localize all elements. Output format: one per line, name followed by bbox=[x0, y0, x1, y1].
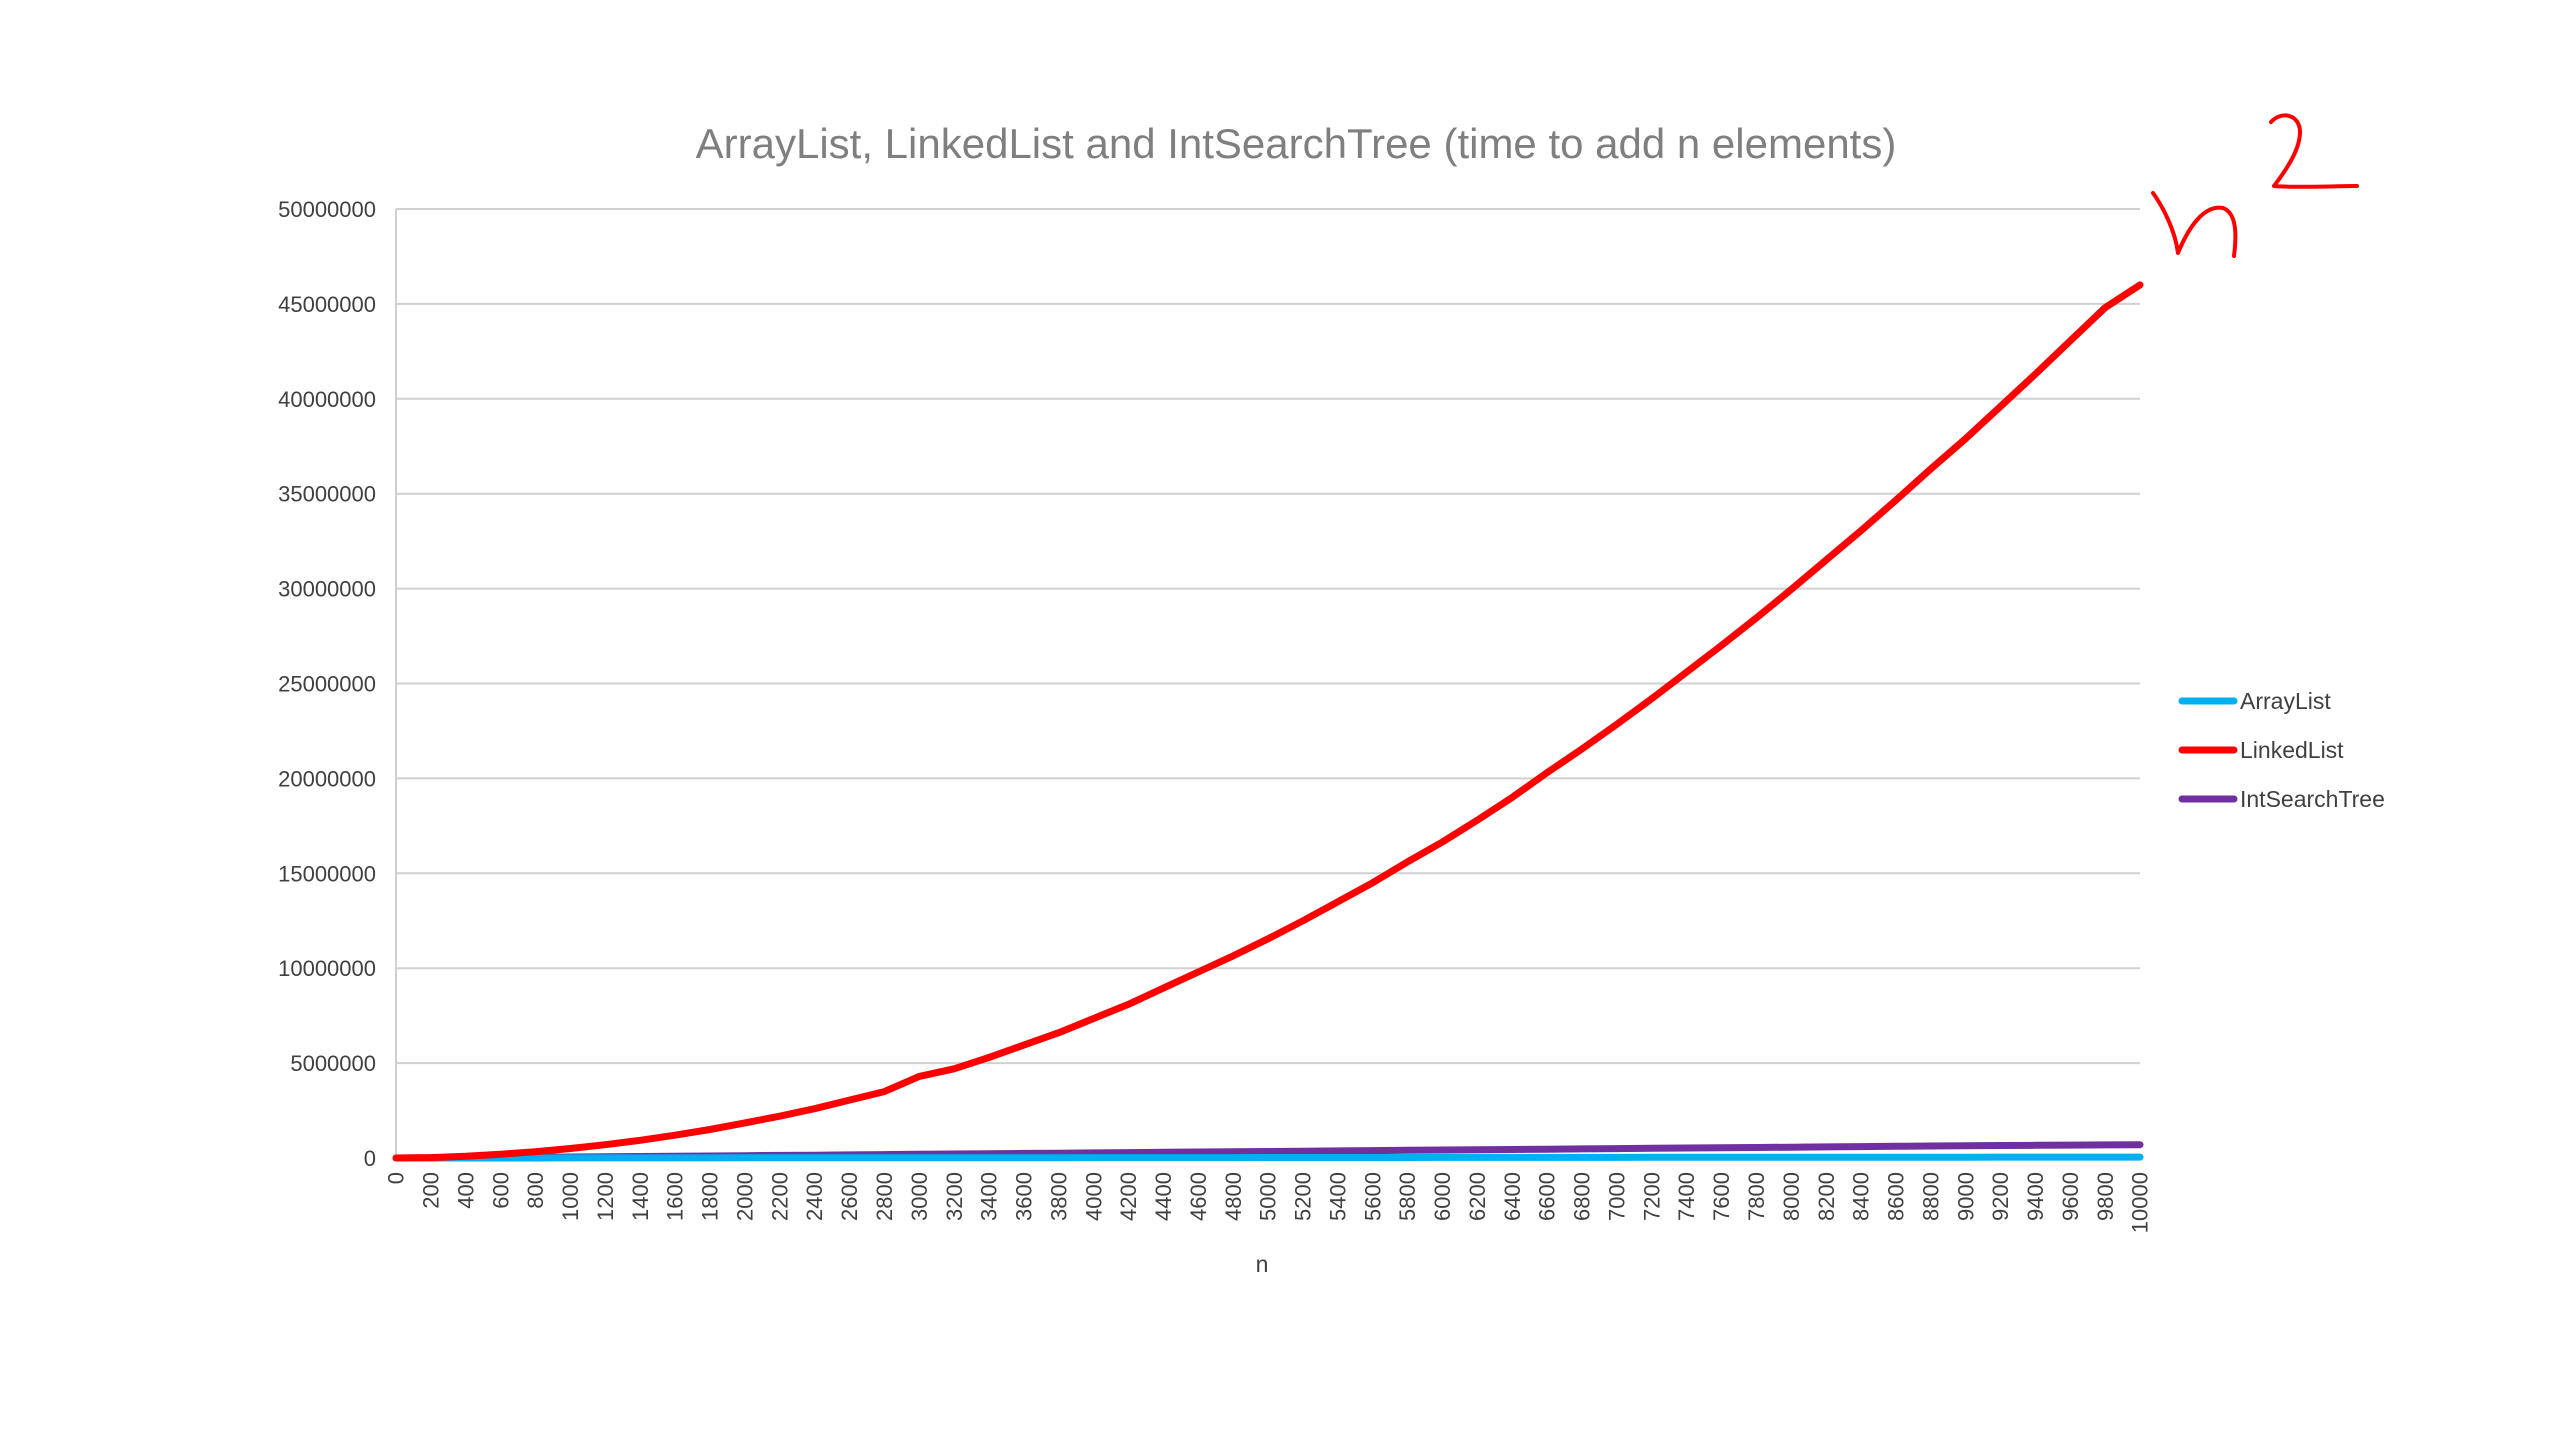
legend: ArrayList LinkedList IntSearchTree bbox=[2178, 688, 2385, 812]
x-tick-label: 2000 bbox=[732, 1172, 757, 1221]
x-tick-label: 4400 bbox=[1151, 1172, 1176, 1221]
x-tick-label: 7200 bbox=[1639, 1172, 1664, 1221]
x-tick-label: 7600 bbox=[1709, 1172, 1734, 1221]
x-tick-label: 1600 bbox=[663, 1172, 688, 1221]
x-tick-label: 6400 bbox=[1500, 1172, 1525, 1221]
x-tick-label: 7400 bbox=[1674, 1172, 1699, 1221]
x-tick-label: 9400 bbox=[2023, 1172, 2048, 1221]
chart-title: ArrayList, LinkedList and IntSearchTree … bbox=[696, 120, 1897, 167]
x-tick-label: 5000 bbox=[1256, 1172, 1281, 1221]
y-tick-label: 5000000 bbox=[290, 1051, 376, 1076]
y-tick-label: 30000000 bbox=[278, 577, 376, 602]
x-tick-label: 6600 bbox=[1535, 1172, 1560, 1221]
x-tick-label: 2800 bbox=[872, 1172, 897, 1221]
series-lines bbox=[392, 281, 2144, 1162]
x-tick-label: 0 bbox=[384, 1172, 409, 1184]
x-tick-label: 9600 bbox=[2058, 1172, 2083, 1221]
legend-label-arraylist: ArrayList bbox=[2240, 688, 2331, 714]
x-tick-label: 10000 bbox=[2128, 1172, 2153, 1233]
y-tick-label: 20000000 bbox=[278, 766, 376, 791]
x-tick-label: 7800 bbox=[1744, 1172, 1769, 1221]
x-tick-label: 600 bbox=[488, 1172, 513, 1209]
x-tick-label: 8400 bbox=[1849, 1172, 1874, 1221]
y-tick-label: 15000000 bbox=[278, 861, 376, 886]
x-tick-label: 4800 bbox=[1221, 1172, 1246, 1221]
x-axis-ticks: 0 200 400 600 800 1000 1200 1400 1600 1800 2000 220… bbox=[384, 1172, 2153, 1233]
x-tick-label: 5200 bbox=[1291, 1172, 1316, 1221]
y-tick-label: 35000000 bbox=[278, 482, 376, 507]
x-tick-label: 4600 bbox=[1186, 1172, 1211, 1221]
grid bbox=[395, 208, 2140, 1159]
series-line-arraylist bbox=[392, 1153, 2144, 1162]
x-tick-label: 5600 bbox=[1360, 1172, 1385, 1221]
y-tick-label: 45000000 bbox=[278, 292, 376, 317]
x-tick-label: 800 bbox=[523, 1172, 548, 1209]
y-tick-label: 0 bbox=[364, 1146, 376, 1171]
x-tick-label: 3200 bbox=[942, 1172, 967, 1221]
y-axis-ticks: 0 5000000 10000000 15000000 20000000 25000000… bbox=[278, 197, 376, 1171]
x-tick-label: 1200 bbox=[593, 1172, 618, 1221]
x-tick-label: 9200 bbox=[1988, 1172, 2013, 1221]
y-tick-label: 25000000 bbox=[278, 672, 376, 697]
handwritten-n-squared-annotation bbox=[2151, 113, 2359, 258]
x-tick-label: 1000 bbox=[558, 1172, 583, 1221]
x-tick-label: 400 bbox=[453, 1172, 478, 1209]
x-tick-label: 8600 bbox=[1884, 1172, 1909, 1221]
x-tick-label: 5800 bbox=[1395, 1172, 1420, 1221]
x-tick-label: 200 bbox=[419, 1172, 444, 1209]
x-tick-label: 6800 bbox=[1570, 1172, 1595, 1221]
x-tick-label: 3600 bbox=[1012, 1172, 1037, 1221]
x-tick-label: 9800 bbox=[2093, 1172, 2118, 1221]
x-tick-label: 2600 bbox=[837, 1172, 862, 1221]
x-tick-label: 4200 bbox=[1116, 1172, 1141, 1221]
x-tick-label: 2200 bbox=[767, 1172, 792, 1221]
series-line-linkedlist bbox=[392, 281, 2144, 1162]
legend-label-intsearchtree: IntSearchTree bbox=[2240, 786, 2385, 812]
x-axis-title: n bbox=[1256, 1251, 1269, 1277]
x-tick-label: 9000 bbox=[1953, 1172, 1978, 1221]
x-tick-label: 8200 bbox=[1814, 1172, 1839, 1221]
x-tick-label: 2400 bbox=[802, 1172, 827, 1221]
x-tick-label: 5400 bbox=[1325, 1172, 1350, 1221]
x-tick-label: 4000 bbox=[1081, 1172, 1106, 1221]
x-tick-label: 6200 bbox=[1465, 1172, 1490, 1221]
x-tick-label: 7000 bbox=[1605, 1172, 1630, 1221]
x-tick-label: 6000 bbox=[1430, 1172, 1455, 1221]
legend-label-linkedlist: LinkedList bbox=[2240, 737, 2344, 763]
x-tick-label: 8800 bbox=[1918, 1172, 1943, 1221]
y-tick-label: 40000000 bbox=[278, 387, 376, 412]
x-tick-label: 3800 bbox=[1046, 1172, 1071, 1221]
x-tick-label: 3000 bbox=[907, 1172, 932, 1221]
y-tick-label: 10000000 bbox=[278, 956, 376, 981]
x-tick-label: 3400 bbox=[977, 1172, 1002, 1221]
x-tick-label: 8000 bbox=[1779, 1172, 1804, 1221]
x-tick-label: 1400 bbox=[628, 1172, 653, 1221]
x-tick-label: 1800 bbox=[698, 1172, 723, 1221]
y-tick-label: 50000000 bbox=[278, 197, 376, 222]
